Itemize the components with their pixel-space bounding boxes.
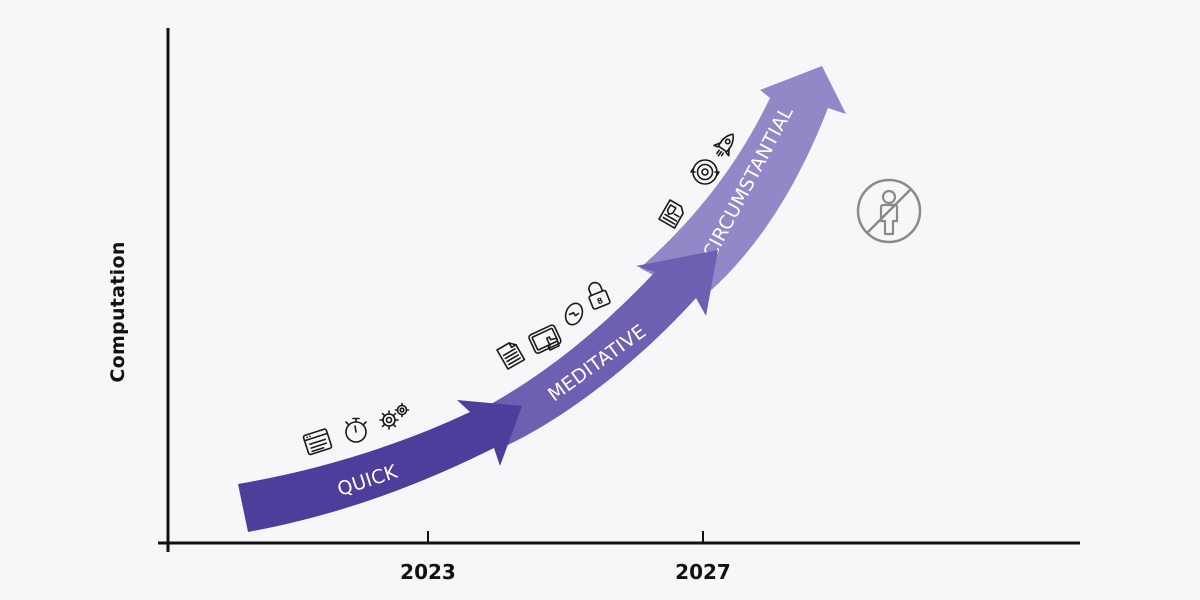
rocket-icon (713, 133, 734, 157)
tablet-touch-icon (528, 324, 562, 354)
egg-icon (564, 302, 584, 326)
y-axis-label: Computation (107, 241, 129, 383)
document-icon (496, 342, 526, 370)
no-person-icon (856, 178, 922, 244)
x-tick-label-2027: 2027 (675, 560, 731, 584)
padlock-icon: 8 (588, 281, 611, 310)
secure-document-icon (658, 199, 684, 229)
gear-cycle-icon (690, 159, 720, 185)
axes (158, 28, 1080, 552)
stage-quick-arrow: QUICK (238, 400, 522, 532)
gears-icon (379, 402, 410, 430)
svg-text:8: 8 (596, 296, 605, 307)
stopwatch-icon (345, 417, 367, 443)
x-tick-label-2023: 2023 (400, 560, 456, 584)
browser-window-icon (302, 428, 333, 456)
